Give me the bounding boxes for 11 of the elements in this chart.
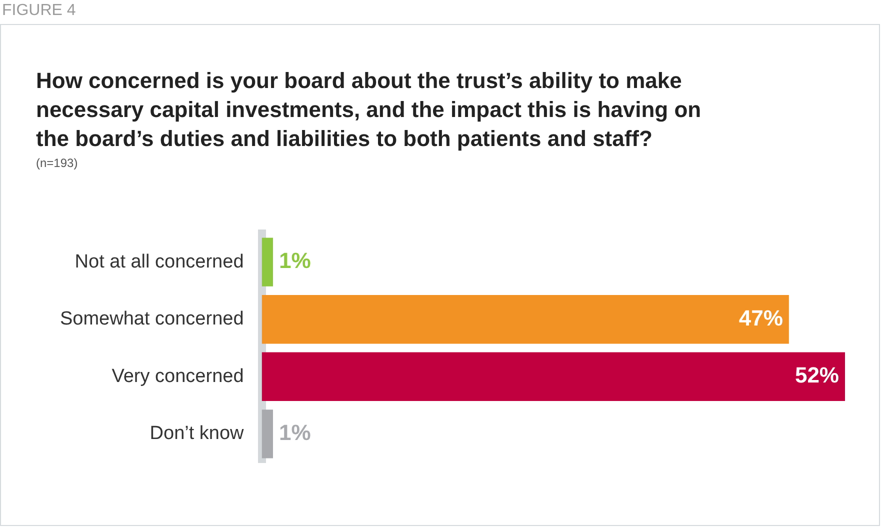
caption: FIGURE 4 [2,2,76,20]
text: (n=193) [36,156,78,170]
chart-title: How concerned is your board about the trust’s ability to make necessary capital investments, and the impact this is having on the board’s duties and liabilities to both patients and staff? [36,67,702,153]
y-tick-label: Not at all concerned [74,251,244,272]
data-label: 1% [278,248,311,274]
y-tick-label: Very concerned [112,366,244,387]
data-label: 52% [794,362,839,388]
y-tick-label: Somewhat concerned [60,308,244,330]
data-label: 1% [278,420,311,446]
y-tick-label: Don’t know [150,423,244,444]
data-label: 47% [738,305,783,330]
